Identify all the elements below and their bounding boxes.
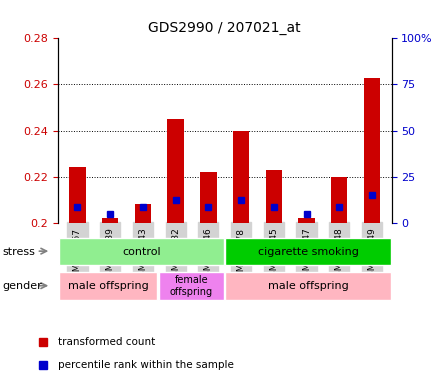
Text: female
offspring: female offspring: [170, 275, 213, 297]
Bar: [364, 78, 380, 223]
Text: control: control: [122, 247, 161, 257]
FancyBboxPatch shape: [226, 272, 391, 300]
FancyBboxPatch shape: [159, 272, 224, 300]
FancyBboxPatch shape: [59, 238, 224, 265]
Bar: [69, 167, 85, 223]
Text: male offspring: male offspring: [68, 281, 148, 291]
Bar: [167, 119, 184, 223]
Bar: [200, 172, 217, 223]
Text: stress: stress: [2, 247, 35, 257]
Bar: [102, 218, 118, 223]
Bar: [233, 131, 249, 223]
FancyBboxPatch shape: [59, 272, 158, 300]
Bar: [298, 218, 315, 223]
Bar: [331, 177, 348, 223]
Text: gender: gender: [2, 281, 42, 291]
Text: cigarette smoking: cigarette smoking: [258, 247, 359, 257]
Text: transformed count: transformed count: [58, 337, 156, 347]
Text: percentile rank within the sample: percentile rank within the sample: [58, 360, 234, 370]
Title: GDS2990 / 207021_at: GDS2990 / 207021_at: [149, 21, 301, 35]
Text: male offspring: male offspring: [268, 281, 348, 291]
Bar: [266, 170, 282, 223]
Bar: [135, 204, 151, 223]
FancyBboxPatch shape: [226, 238, 391, 265]
